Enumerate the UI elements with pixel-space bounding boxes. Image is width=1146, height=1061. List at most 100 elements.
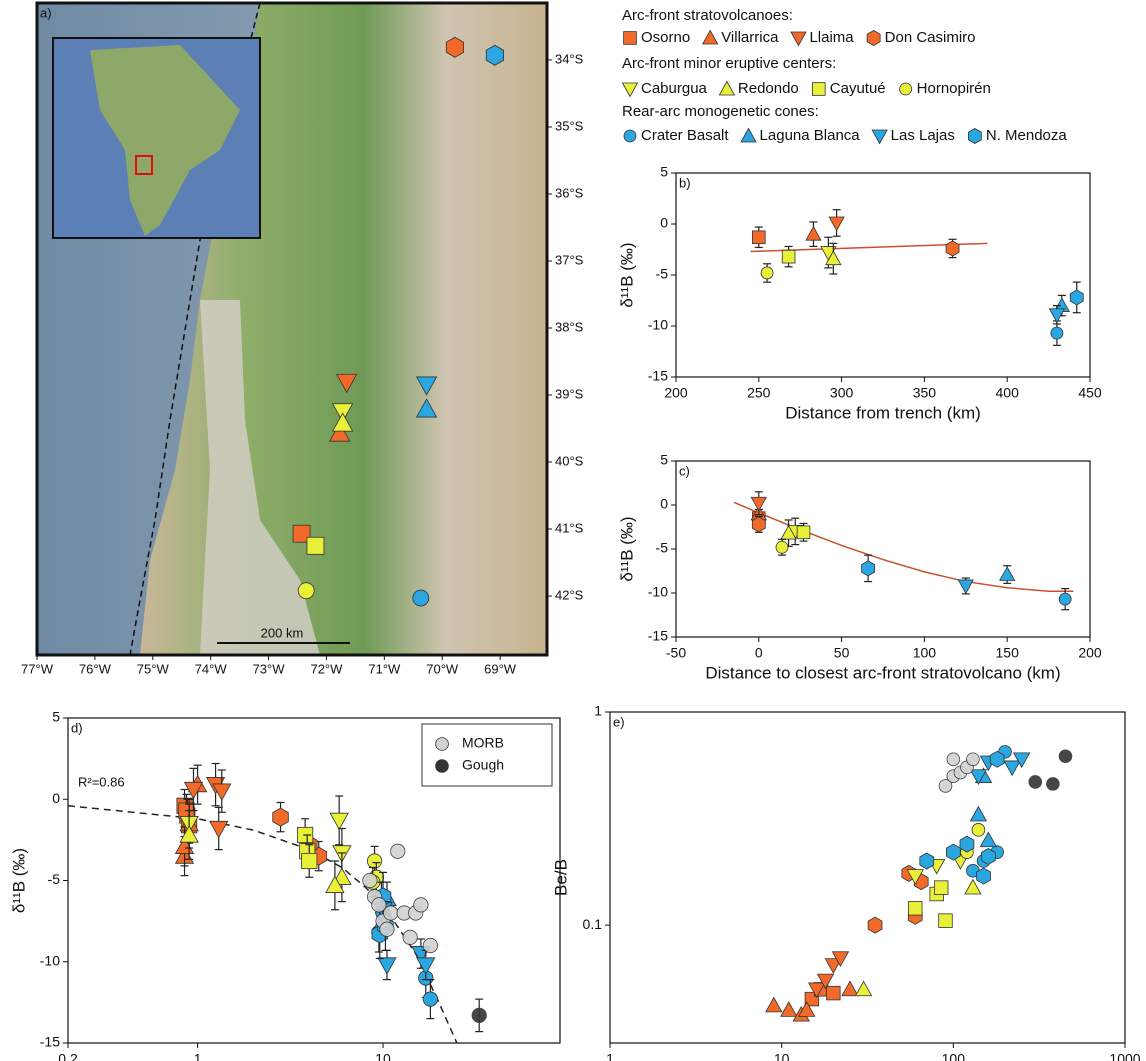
data-point [384,906,398,920]
x-tick-label: 50 [834,645,850,661]
legend-label: Redondo [738,80,799,97]
data-point [298,583,314,599]
legend-marker [624,32,637,45]
scale-label: 200 km [261,625,304,640]
x-tick-label: 200 [664,385,688,401]
plot-frame [676,173,1090,377]
data-point [806,227,821,241]
data-point [1000,567,1015,581]
x-tick-label: 0 [755,645,763,661]
data-point [378,958,396,974]
legend-label: Osorno [641,29,690,46]
data-point [827,986,841,1000]
x-tick-label: 1 [606,1051,614,1061]
data-point [990,751,1004,767]
data-point [966,753,979,766]
map-background [37,3,547,655]
data-point [960,836,974,852]
legend-label: N. Mendoza [986,127,1068,144]
y-tick-label: 0.1 [583,916,603,932]
y-tick-label: -10 [40,952,60,968]
data-point [977,868,991,884]
x-tick-label: 10 [375,1051,391,1061]
data-point [472,1008,486,1022]
legend-label: Don Casimiro [885,29,976,46]
data-point [856,981,872,995]
data-point [1051,327,1063,339]
y-tick-label: 37°S [555,252,584,267]
x-tick-label: 150 [996,645,1020,661]
data-point [939,914,953,928]
legend-marker [624,130,636,142]
legend-label: Llaima [809,29,854,46]
data-point [761,267,773,279]
data-point [1029,775,1042,788]
panel-label: e) [613,714,625,729]
data-point [981,848,995,864]
y-tick-label: -5 [48,871,61,887]
data-point [908,901,922,915]
plot-frame [676,461,1090,637]
x-tick-label: 250 [747,385,771,401]
data-point [423,938,437,952]
data-point [868,917,882,933]
data-point [363,873,377,887]
y-tick-label: 34°S [555,51,584,66]
data-point [1059,593,1071,605]
y-tick-label: 1 [594,703,602,719]
legend-marker [867,31,880,46]
data-point [302,853,317,868]
data-point [417,958,435,974]
legend-marker [741,129,756,143]
panel-label: a) [40,5,52,20]
inset-legend-box [422,724,552,786]
y-tick-label: -15 [648,368,668,384]
legend-marker [872,130,887,144]
y-tick-label: 5 [660,164,668,180]
data-point [367,854,381,868]
y-tick-label: 0 [660,215,668,231]
y-tick-label: -10 [648,317,668,333]
data-point [972,823,985,836]
data-point [862,561,875,576]
x-tick-label: 77°W [21,661,54,676]
data-point [958,580,973,594]
legend-marker [791,32,806,46]
legend-label: Caburgua [641,80,708,97]
data-point [781,1002,797,1016]
y-tick-label: 35°S [555,118,584,133]
legend-label: Las Lajas [891,127,955,144]
x-tick-label: 1000 [1109,1051,1140,1061]
y-tick-label: -15 [648,628,668,644]
y-tick-label: 0 [52,790,60,806]
data-point [797,526,810,539]
data-point [1059,750,1072,763]
legend-marker [719,82,734,96]
data-point [946,241,959,256]
legend-label: Villarrica [721,29,779,46]
data-point [1070,290,1083,305]
y-axis-label: δ¹¹B (‰) [9,848,28,913]
data-point [423,992,437,1006]
x-tick-label: 100 [942,1051,966,1061]
legend-marker [968,129,981,144]
x-tick-label: 0.2 [58,1051,78,1061]
data-point [380,922,394,936]
data-point [829,217,844,231]
legend-marker [900,83,912,95]
data-point [970,807,986,821]
data-point [782,250,795,263]
legend-marker [703,31,718,45]
data-point [1046,777,1059,790]
data-point [403,930,417,944]
x-tick-label: 400 [996,385,1020,401]
y-tick-label: -5 [656,266,669,282]
legend-label: Gough [462,757,504,773]
y-tick-label: 42°S [555,587,584,602]
data-point [752,517,765,532]
x-tick-label: 76°W [79,661,112,676]
data-point [842,981,858,995]
data-point [934,881,948,895]
panel-label: c) [679,463,690,478]
legend-label: Cayutué [830,80,886,97]
